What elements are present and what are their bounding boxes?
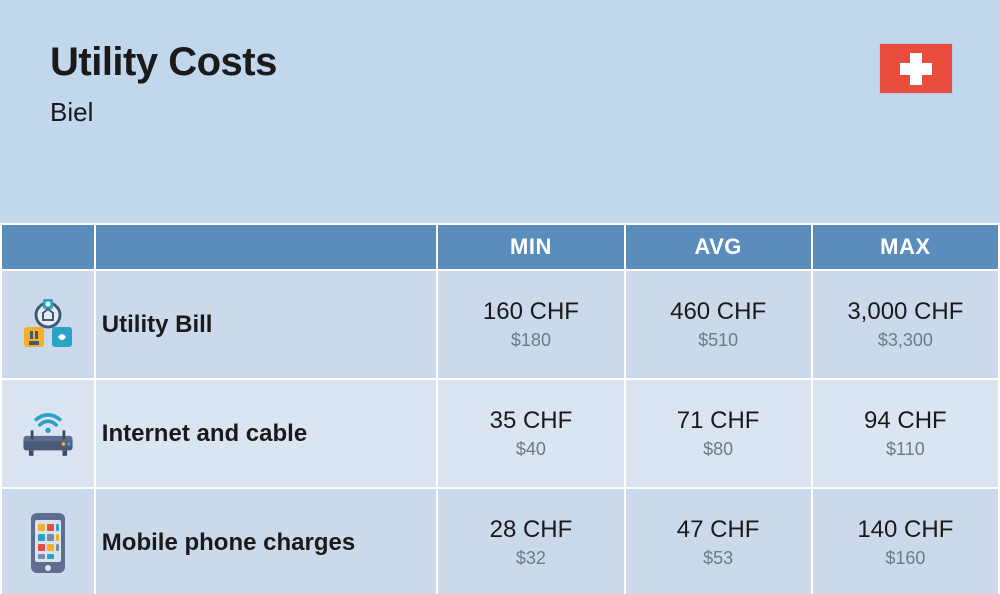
avg-secondary: $510	[626, 330, 811, 351]
header: Utility Costs Biel	[0, 0, 1000, 223]
avg-primary: 47 CHF	[626, 516, 811, 544]
min-primary: 160 CHF	[438, 298, 623, 326]
table-row: Internet and cable 35 CHF $40 71 CHF $80…	[2, 380, 998, 487]
phone-icon	[18, 513, 78, 573]
min-secondary: $32	[438, 548, 623, 569]
table-row: Utility Bill 160 CHF $180 460 CHF $510 3…	[2, 271, 998, 378]
utility-costs-table: MIN AVG MAX	[0, 223, 1000, 594]
avg-secondary: $80	[626, 439, 811, 460]
row-label: Internet and cable	[96, 380, 437, 487]
max-primary: 94 CHF	[813, 407, 998, 435]
cell-max: 94 CHF $110	[813, 380, 998, 487]
min-primary: 35 CHF	[438, 407, 623, 435]
min-secondary: $180	[438, 330, 623, 351]
cell-max: 140 CHF $160	[813, 489, 998, 594]
router-icon	[18, 404, 78, 464]
page-title: Utility Costs	[50, 40, 950, 85]
row-icon-cell	[2, 380, 94, 487]
header-icon-col	[2, 225, 94, 269]
cell-avg: 47 CHF $53	[626, 489, 811, 594]
max-secondary: $3,300	[813, 330, 998, 351]
header-min: MIN	[438, 225, 623, 269]
row-label: Mobile phone charges	[96, 489, 437, 594]
max-primary: 3,000 CHF	[813, 298, 998, 326]
cell-avg: 71 CHF $80	[626, 380, 811, 487]
max-secondary: $110	[813, 439, 998, 460]
flag-switzerland-icon	[880, 44, 952, 93]
table-row: Mobile phone charges 28 CHF $32 47 CHF $…	[2, 489, 998, 594]
avg-primary: 71 CHF	[626, 407, 811, 435]
utility-icon	[18, 295, 78, 355]
page-subtitle: Biel	[50, 97, 950, 128]
avg-primary: 460 CHF	[626, 298, 811, 326]
row-label: Utility Bill	[96, 271, 437, 378]
table-header-row: MIN AVG MAX	[2, 225, 998, 269]
max-primary: 140 CHF	[813, 516, 998, 544]
row-icon-cell	[2, 271, 94, 378]
cell-min: 28 CHF $32	[438, 489, 623, 594]
cell-avg: 460 CHF $510	[626, 271, 811, 378]
header-label-col	[96, 225, 437, 269]
header-avg: AVG	[626, 225, 811, 269]
cell-min: 160 CHF $180	[438, 271, 623, 378]
header-max: MAX	[813, 225, 998, 269]
max-secondary: $160	[813, 548, 998, 569]
avg-secondary: $53	[626, 548, 811, 569]
row-icon-cell	[2, 489, 94, 594]
cell-max: 3,000 CHF $3,300	[813, 271, 998, 378]
min-primary: 28 CHF	[438, 516, 623, 544]
cell-min: 35 CHF $40	[438, 380, 623, 487]
min-secondary: $40	[438, 439, 623, 460]
